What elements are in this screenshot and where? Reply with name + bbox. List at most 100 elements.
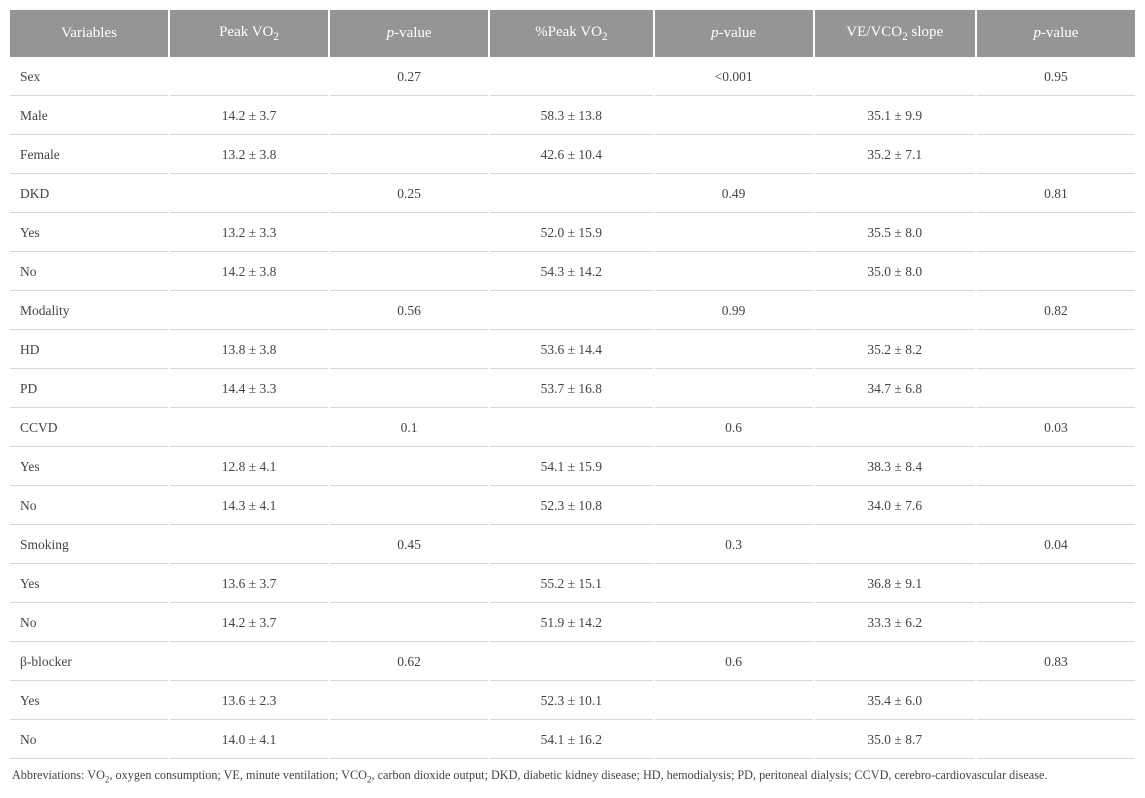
value-cell: 55.2 ± 15.1 <box>490 566 652 603</box>
table-row: Sex 0.27 <0.001 0.95 <box>10 59 1135 96</box>
variable-cell: CCVD <box>10 410 168 447</box>
table-row: No14.2 ± 3.751.9 ± 14.233.3 ± 6.2 <box>10 605 1135 642</box>
pvalue-cell: 0.83 <box>977 644 1135 681</box>
data-table: Variables Peak VO2 p-value %Peak VO2 p-v… <box>8 8 1137 761</box>
pvalue-cell: 0.56 <box>330 293 488 330</box>
value-cell: 54.3 ± 14.2 <box>490 254 652 291</box>
table-row: β-blocker0.620.60.83 <box>10 644 1135 681</box>
table-row: Yes13.2 ± 3.352.0 ± 15.935.5 ± 8.0 <box>10 215 1135 252</box>
pvalue-cell <box>330 254 488 291</box>
value-cell: 35.0 ± 8.7 <box>815 722 975 759</box>
pvalue-cell <box>655 371 813 408</box>
col-pvalue-2: p-value <box>655 10 813 57</box>
variable-cell: Yes <box>10 566 168 603</box>
value-cell <box>815 293 975 330</box>
value-cell <box>815 176 975 213</box>
col-pvalue-1: p-value <box>330 10 488 57</box>
value-cell: 13.6 ± 2.3 <box>170 683 328 720</box>
col-pvalue-3: p-value <box>977 10 1135 57</box>
pvalue-cell <box>977 605 1135 642</box>
variable-cell: Smoking <box>10 527 168 564</box>
pvalue-cell <box>977 254 1135 291</box>
pvalue-cell: 0.6 <box>655 410 813 447</box>
table-row: HD13.8 ± 3.853.6 ± 14.435.2 ± 8.2 <box>10 332 1135 369</box>
pvalue-cell <box>977 215 1135 252</box>
pvalue-cell: 0.95 <box>977 59 1135 96</box>
value-cell: 13.2 ± 3.3 <box>170 215 328 252</box>
pvalue-cell <box>977 371 1135 408</box>
variable-cell: Male <box>10 98 168 135</box>
table-row: Yes13.6 ± 3.7 55.2 ± 15.1 36.8 ± 9.1 <box>10 566 1135 603</box>
table-row: No14.0 ± 4.154.1 ± 16.235.0 ± 8.7 <box>10 722 1135 759</box>
pvalue-cell <box>330 137 488 174</box>
value-cell <box>815 59 975 96</box>
value-cell <box>170 644 328 681</box>
pvalue-cell <box>330 215 488 252</box>
variable-cell: No <box>10 254 168 291</box>
value-cell <box>815 527 975 564</box>
variable-cell: No <box>10 605 168 642</box>
pvalue-cell <box>655 332 813 369</box>
value-cell: 13.8 ± 3.8 <box>170 332 328 369</box>
value-cell: 35.2 ± 7.1 <box>815 137 975 174</box>
pvalue-cell: 0.27 <box>330 59 488 96</box>
value-cell <box>490 176 652 213</box>
variable-cell: Sex <box>10 59 168 96</box>
value-cell: 12.8 ± 4.1 <box>170 449 328 486</box>
value-cell: 38.3 ± 8.4 <box>815 449 975 486</box>
value-cell: 52.0 ± 15.9 <box>490 215 652 252</box>
value-cell <box>490 410 652 447</box>
pvalue-cell: 0.25 <box>330 176 488 213</box>
value-cell: 42.6 ± 10.4 <box>490 137 652 174</box>
variable-cell: HD <box>10 332 168 369</box>
value-cell <box>490 293 652 330</box>
value-cell: 14.4 ± 3.3 <box>170 371 328 408</box>
value-cell: 14.0 ± 4.1 <box>170 722 328 759</box>
pvalue-cell <box>977 449 1135 486</box>
table-row: PD14.4 ± 3.353.7 ± 16.834.7 ± 6.8 <box>10 371 1135 408</box>
table-body: Sex0.27<0.0010.95Male14.2 ± 3.758.3 ± 13… <box>10 59 1135 759</box>
pvalue-cell <box>977 683 1135 720</box>
value-cell: 35.4 ± 6.0 <box>815 683 975 720</box>
pvalue-cell <box>655 98 813 135</box>
value-cell: 52.3 ± 10.8 <box>490 488 652 525</box>
table-row: No14.2 ± 3.854.3 ± 14.235.0 ± 8.0 <box>10 254 1135 291</box>
pvalue-cell: 0.04 <box>977 527 1135 564</box>
value-cell: 36.8 ± 9.1 <box>815 566 975 603</box>
value-cell: 34.0 ± 7.6 <box>815 488 975 525</box>
pvalue-cell <box>655 683 813 720</box>
value-cell: 35.0 ± 8.0 <box>815 254 975 291</box>
value-cell <box>170 527 328 564</box>
variable-cell: Female <box>10 137 168 174</box>
pvalue-cell <box>977 332 1135 369</box>
value-cell <box>815 410 975 447</box>
pvalue-cell <box>655 605 813 642</box>
pvalue-cell <box>977 98 1135 135</box>
col-variables: Variables <box>10 10 168 57</box>
pvalue-cell: <0.001 <box>655 59 813 96</box>
pvalue-cell: 0.03 <box>977 410 1135 447</box>
pvalue-cell <box>655 488 813 525</box>
pvalue-cell <box>330 449 488 486</box>
pvalue-cell <box>977 488 1135 525</box>
pvalue-cell <box>655 215 813 252</box>
value-cell <box>170 293 328 330</box>
pvalue-cell <box>655 449 813 486</box>
table-row: Yes12.8 ± 4.154.1 ± 15.938.3 ± 8.4 <box>10 449 1135 486</box>
pvalue-cell <box>330 371 488 408</box>
pvalue-cell: 0.6 <box>655 644 813 681</box>
variable-cell: Yes <box>10 215 168 252</box>
variable-cell: DKD <box>10 176 168 213</box>
col-peak-vo2: Peak VO2 <box>170 10 328 57</box>
value-cell <box>815 644 975 681</box>
variable-cell: Yes <box>10 449 168 486</box>
value-cell: 13.6 ± 3.7 <box>170 566 328 603</box>
pvalue-cell: 0.49 <box>655 176 813 213</box>
pvalue-cell: 0.62 <box>330 644 488 681</box>
pvalue-cell <box>330 488 488 525</box>
pvalue-cell: 0.1 <box>330 410 488 447</box>
pvalue-cell: 0.3 <box>655 527 813 564</box>
table-row: CCVD 0.1 0.6 0.03 <box>10 410 1135 447</box>
table-row: Yes13.6 ± 2.352.3 ± 10.135.4 ± 6.0 <box>10 683 1135 720</box>
value-cell: 58.3 ± 13.8 <box>490 98 652 135</box>
